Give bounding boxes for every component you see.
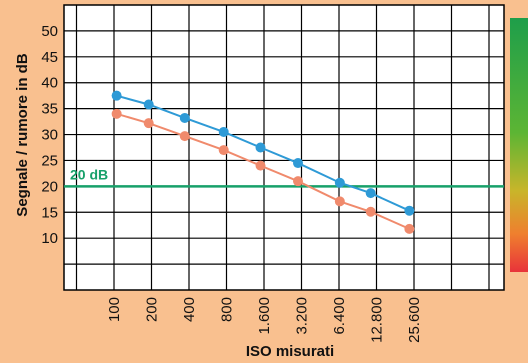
series-point-1 — [334, 177, 345, 188]
x-tick-label: 1.600 — [256, 297, 273, 335]
y-tick-label: 40 — [41, 75, 58, 92]
series-point-1 — [365, 188, 376, 199]
reference-line: 20 dB — [64, 166, 504, 188]
x-tick-label: 25.600 — [406, 297, 423, 343]
series-point-2 — [404, 223, 415, 234]
series-group — [111, 90, 415, 234]
quality-gradient-bar — [510, 18, 528, 272]
series-point-2 — [365, 206, 376, 217]
series-point-2 — [218, 145, 229, 156]
y-tick-label: 35 — [41, 101, 58, 118]
x-tick-label: 200 — [144, 297, 161, 322]
x-tick-label: 400 — [181, 297, 198, 322]
series-point-2 — [293, 176, 304, 187]
y-tick-label: 15 — [41, 204, 58, 221]
y-axis-title: Segnale / rumore in dB — [14, 53, 31, 217]
x-tick-labels: 100 200 400 800 1.600 3.200 6.400 12.800 25.600 — [106, 297, 423, 343]
x-axis-title: ISO misurati — [246, 343, 334, 360]
x-tick-label: 100 — [106, 297, 123, 322]
y-tick-label: 30 — [41, 127, 58, 144]
plot-background — [64, 5, 504, 290]
series-point-1 — [179, 112, 190, 123]
y-tick-label: 10 — [41, 230, 58, 247]
series-point-1 — [143, 99, 154, 110]
series-point-2 — [255, 160, 266, 171]
series-point-2 — [334, 196, 345, 207]
series-point-1 — [255, 142, 266, 153]
series-point-1 — [111, 90, 122, 101]
series-point-1 — [218, 126, 229, 137]
reference-line-label: 20 dB — [70, 166, 108, 182]
y-tick-labels: 10 15 20 25 30 35 40 45 50 — [41, 23, 58, 247]
y-tick-label: 45 — [41, 49, 58, 66]
plot-border — [63, 4, 505, 291]
x-tick-label: 6.400 — [331, 297, 348, 335]
series-point-2 — [143, 118, 154, 129]
series-point-1 — [293, 158, 304, 169]
series-point-2 — [111, 108, 122, 119]
x-tick-label: 3.200 — [294, 297, 311, 335]
series-point-1 — [404, 205, 415, 216]
series-point-2 — [179, 131, 190, 142]
y-tick-label: 50 — [41, 23, 58, 40]
x-tick-label: 12.800 — [369, 297, 386, 343]
y-tick-label: 20 — [41, 178, 58, 195]
x-tick-label: 800 — [219, 297, 236, 322]
y-tick-label: 25 — [41, 152, 58, 169]
grid-horizontal — [64, 30, 504, 265]
